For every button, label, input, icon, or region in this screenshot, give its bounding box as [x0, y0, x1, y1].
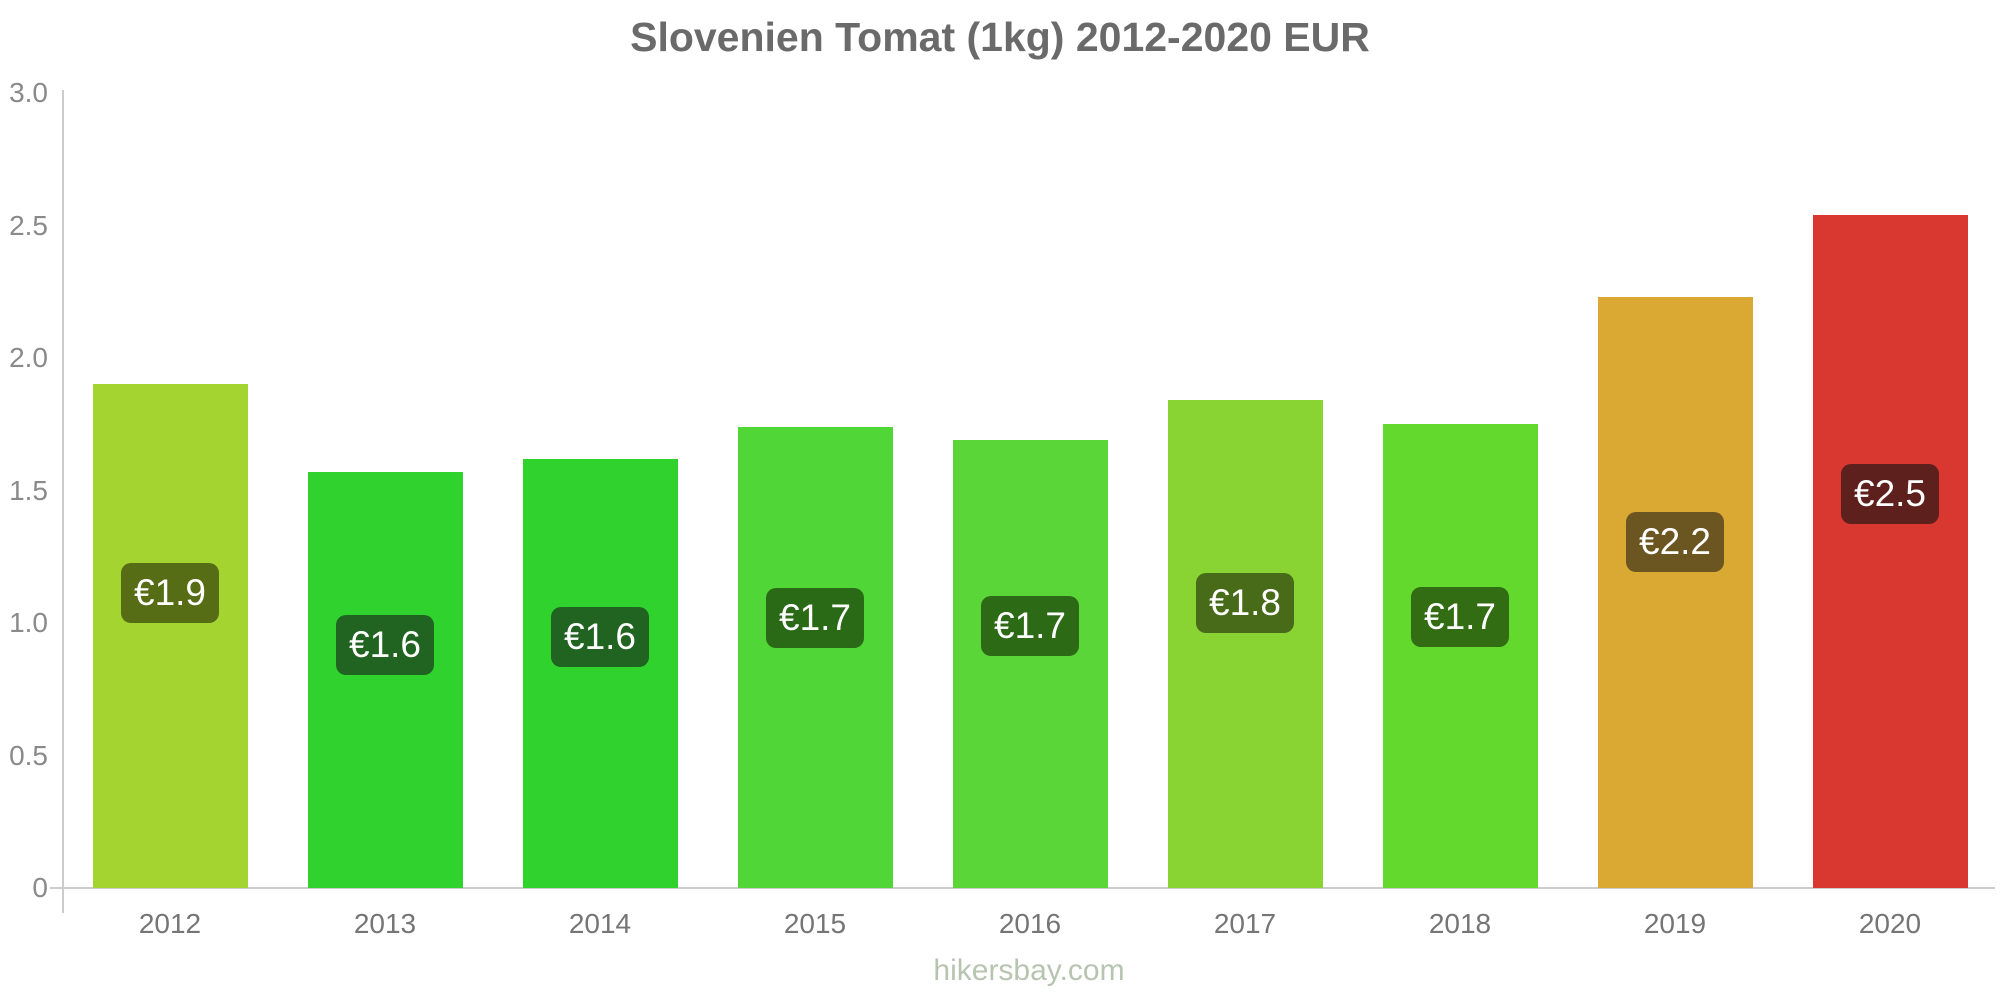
- x-tick-label-2014: 2014: [568, 908, 632, 939]
- x-tick-label-2018: 2018: [1428, 908, 1492, 939]
- x-tick-label-2019: 2019: [1643, 908, 1707, 939]
- y-tick-label: 0.5: [9, 739, 48, 771]
- bar-value-label-2014: €1.6: [550, 607, 650, 667]
- bar-2019: €2.2: [1597, 297, 1753, 888]
- y-tick-label: 0: [32, 872, 48, 903]
- bar-2018: €1.7: [1382, 424, 1538, 888]
- bar-value-label-2019: €2.2: [1625, 512, 1725, 572]
- y-tick-label: 3.0: [9, 77, 48, 108]
- x-tick-label-2016: 2016: [998, 908, 1062, 939]
- bar-2016: €1.7: [952, 440, 1108, 888]
- bar-2015: €1.7: [737, 427, 893, 888]
- x-tick-label-2017: 2017: [1213, 908, 1277, 939]
- bar-value-label-2018: €1.7: [1410, 587, 1510, 647]
- x-tick-label-2020: 2020: [1858, 908, 1922, 939]
- bar-value-label-2013: €1.6: [335, 615, 435, 675]
- bar-value-label-2015: €1.7: [765, 588, 865, 648]
- y-tick-label: 2.5: [9, 209, 48, 241]
- bar-2017: €1.8: [1167, 400, 1323, 888]
- bar-2020: €2.5: [1812, 215, 1968, 888]
- x-tick-label-2015: 2015: [783, 908, 847, 939]
- y-tick-label: 1.5: [9, 474, 48, 506]
- bar-2013: €1.6: [307, 472, 463, 888]
- y-axis-line: [62, 90, 64, 913]
- bar-value-label-2017: €1.8: [1195, 573, 1295, 633]
- bar-2012: €1.9: [92, 384, 248, 888]
- y-tick-label: 2.0: [9, 342, 48, 373]
- bar-value-label-2020: €2.5: [1840, 464, 1940, 524]
- x-tick-label-2012: 2012: [138, 908, 202, 939]
- bar-value-label-2012: €1.9: [120, 563, 220, 623]
- x-axis-line: [50, 887, 1995, 889]
- y-tick-label: 1.0: [9, 607, 48, 638]
- bar-2014: €1.6: [522, 459, 678, 888]
- bar-value-label-2016: €1.7: [980, 596, 1080, 656]
- chart-title: Slovenien Tomat (1kg) 2012-2020 EUR: [630, 14, 1370, 60]
- x-tick-label-2013: 2013: [353, 908, 417, 939]
- footer-watermark: hikersbay.com: [933, 954, 1125, 987]
